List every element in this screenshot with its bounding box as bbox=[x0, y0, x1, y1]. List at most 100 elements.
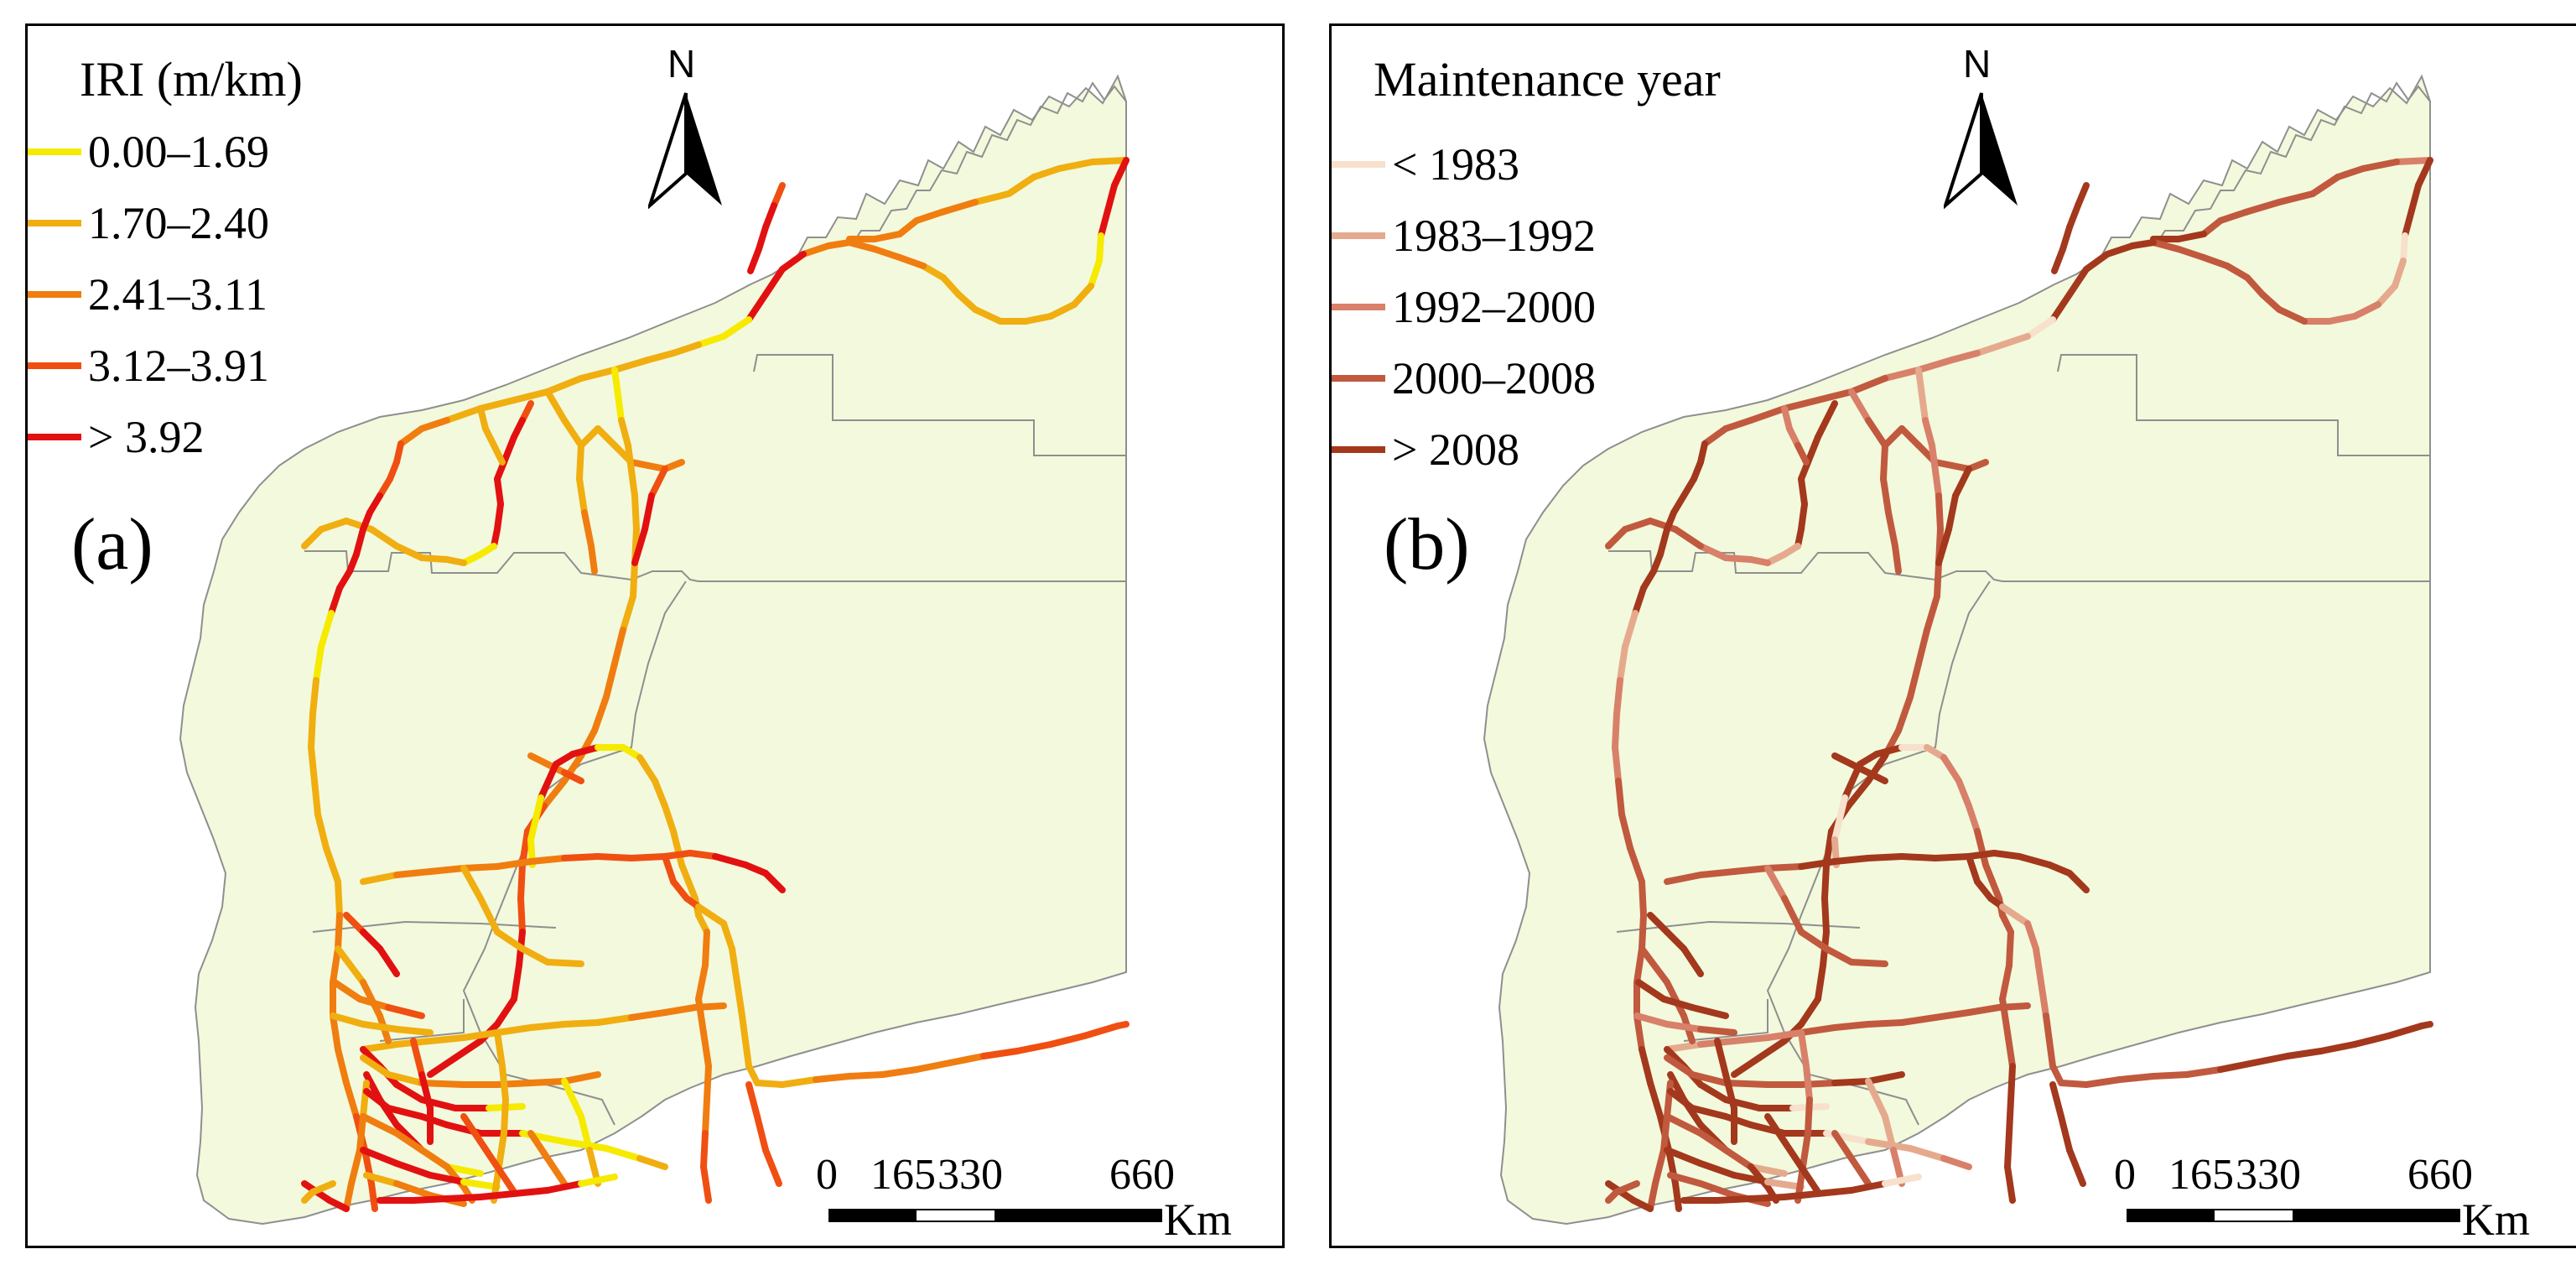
legend-item-iri-3: 2.41–3.11 bbox=[28, 265, 267, 324]
road-segment bbox=[595, 425, 618, 449]
road-segment bbox=[700, 1029, 712, 1070]
road-segment bbox=[1848, 959, 1888, 967]
road-segment bbox=[813, 1073, 853, 1083]
road-segment bbox=[1982, 861, 2002, 902]
road-segment bbox=[595, 1014, 635, 1026]
road-segment bbox=[511, 962, 522, 1002]
road-segment bbox=[2217, 209, 2249, 224]
road-segment bbox=[1915, 357, 1955, 373]
road-segment bbox=[1667, 1071, 1687, 1103]
road-segment bbox=[1633, 945, 1645, 986]
legend-item-year-4: 2000–2008 bbox=[1332, 349, 1596, 408]
road-segment bbox=[2184, 1066, 2224, 1078]
road-segment bbox=[2007, 1063, 2016, 1103]
road-segment bbox=[494, 501, 504, 533]
road-segment bbox=[1633, 1012, 1670, 1028]
road-segment bbox=[2150, 1071, 2190, 1080]
road-segment bbox=[1865, 417, 1888, 449]
road-segment bbox=[561, 1078, 584, 1120]
road-segment bbox=[1664, 1113, 1704, 1137]
road-segment bbox=[940, 274, 962, 298]
road-segment bbox=[1114, 1021, 1130, 1029]
road-segment bbox=[1722, 1071, 1737, 1111]
road-segment bbox=[2385, 1023, 2425, 1039]
map-panel-a: IRI (m/km) 0.00–1.69 1.70–2.40 2.41–3.11… bbox=[25, 23, 1285, 1248]
road-segment bbox=[1955, 778, 1972, 809]
legend-label: 0.00–1.69 bbox=[88, 127, 269, 177]
road-segment bbox=[2004, 1163, 2016, 1204]
road-segment bbox=[1622, 610, 1639, 650]
road-segment bbox=[700, 1130, 709, 1170]
road-segment bbox=[418, 417, 450, 432]
road-segment bbox=[368, 526, 400, 549]
road-segment bbox=[762, 1147, 782, 1187]
road-segment bbox=[625, 442, 635, 474]
road-segment bbox=[670, 878, 690, 902]
north-letter: N bbox=[1963, 42, 1992, 86]
road-segment bbox=[544, 1155, 568, 1187]
road-segment bbox=[1803, 1063, 1813, 1103]
legend-item-iri-2: 1.70–2.40 bbox=[28, 194, 269, 252]
road-segment bbox=[702, 929, 710, 969]
road-segment bbox=[648, 466, 668, 499]
road-segment bbox=[360, 872, 400, 885]
road-segment bbox=[1667, 1172, 1704, 1187]
road-segment bbox=[779, 1076, 819, 1088]
road-segment bbox=[1907, 1145, 1947, 1162]
legend-item-year-5: > 2008 bbox=[1332, 420, 1519, 479]
road-segment bbox=[1966, 850, 1997, 860]
road-segment bbox=[1098, 207, 1111, 239]
road-segment bbox=[1781, 405, 1793, 432]
road-segment bbox=[1764, 1029, 1805, 1041]
road-segment bbox=[360, 1054, 392, 1078]
road-segment bbox=[1898, 1014, 1939, 1026]
legend-swatch bbox=[1332, 161, 1385, 168]
road-segment bbox=[1612, 744, 1622, 784]
road-segment bbox=[2051, 246, 2066, 274]
road-segment bbox=[314, 811, 330, 851]
road-segment bbox=[1764, 1113, 1788, 1145]
road-segment bbox=[1798, 929, 1830, 952]
road-segment bbox=[517, 895, 526, 935]
road-segment bbox=[896, 217, 920, 237]
road-segment bbox=[2129, 239, 2157, 249]
road-segment bbox=[2033, 945, 2044, 986]
road-segment bbox=[692, 1002, 727, 1011]
road-segment bbox=[1664, 872, 1704, 885]
road-segment bbox=[1639, 1046, 1654, 1086]
road-segment bbox=[460, 1029, 501, 1041]
road-segment bbox=[1014, 1041, 1054, 1054]
road-segment bbox=[360, 1041, 400, 1053]
region-boundary bbox=[753, 354, 1126, 456]
road-segment bbox=[1748, 1163, 1788, 1177]
legend-swatch bbox=[1332, 232, 1385, 239]
road-segment bbox=[309, 1180, 336, 1195]
region-boundary bbox=[1766, 580, 1991, 1126]
road-segment bbox=[2217, 1059, 2257, 1073]
road-segment bbox=[1722, 1113, 1754, 1128]
road-segment bbox=[527, 855, 568, 865]
road-segment bbox=[2242, 199, 2283, 216]
road-segment bbox=[427, 1172, 467, 1185]
road-segment bbox=[544, 959, 584, 967]
scale-bar-segment bbox=[2293, 1209, 2460, 1222]
road-segment bbox=[519, 945, 551, 966]
legend-swatch bbox=[1332, 304, 1385, 310]
road-segment bbox=[1815, 962, 1826, 1002]
scale-bar-segment bbox=[2127, 1209, 2215, 1222]
road-segment bbox=[1088, 258, 1103, 289]
road-segment bbox=[920, 263, 947, 281]
road-segment bbox=[2059, 224, 2073, 252]
road-segment bbox=[2408, 182, 2422, 214]
road-segment bbox=[1672, 526, 1704, 549]
road-segment bbox=[356, 996, 392, 1011]
road-segment bbox=[517, 861, 526, 902]
road-segment bbox=[628, 1009, 668, 1021]
road-segment bbox=[1089, 157, 1130, 165]
road-segment bbox=[756, 224, 769, 252]
scale-tick-660: 660 bbox=[2407, 1151, 2473, 1199]
legend-item-year-2: 1983–1992 bbox=[1332, 206, 1596, 265]
road-segment bbox=[360, 1021, 400, 1033]
road-segment bbox=[747, 246, 762, 274]
scale-tick-0: 0 bbox=[816, 1151, 838, 1199]
